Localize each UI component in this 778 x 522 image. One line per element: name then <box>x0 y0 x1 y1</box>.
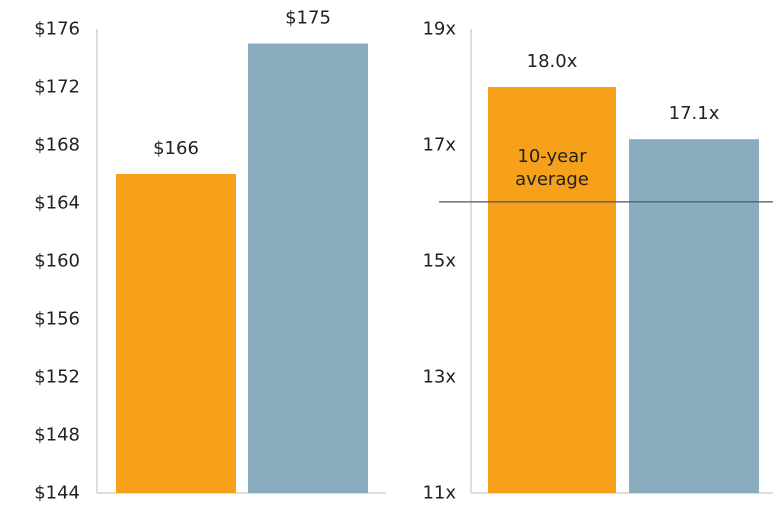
bar-1 <box>488 87 616 493</box>
bar-value-label: $166 <box>153 138 199 159</box>
bar-2 <box>248 43 368 493</box>
y-tick-label: $160 <box>34 251 80 272</box>
y-tick-label: $144 <box>34 483 80 504</box>
bar-2 <box>629 139 759 493</box>
reference-line-label: average <box>515 169 589 190</box>
y-tick-label: $176 <box>34 19 80 40</box>
bar-value-label: $175 <box>285 8 331 29</box>
chart-panel-1: $144 $148 $152 $156 $160 $164 $168 $172 $176 $166… <box>34 8 386 504</box>
bar-1 <box>116 174 236 493</box>
y-tick-label: $152 <box>34 367 80 388</box>
bar-value-label: 18.0x <box>527 51 578 72</box>
y-tick-label: $172 <box>34 77 80 98</box>
y-tick-label: 17x <box>422 135 456 156</box>
bar-value-label: 17.1x <box>669 103 720 124</box>
reference-line-label: 10-year <box>517 146 587 167</box>
y-tick-label: $164 <box>34 193 80 214</box>
y-tick-label: $168 <box>34 135 80 156</box>
y-tick-label: 11x <box>422 483 456 504</box>
y-tick-label: $148 <box>34 425 80 446</box>
y-tick-label: 13x <box>422 367 456 388</box>
y-tick-label: 15x <box>422 251 456 272</box>
y-tick-label: 19x <box>422 19 456 40</box>
y-tick-label: $156 <box>34 309 80 330</box>
